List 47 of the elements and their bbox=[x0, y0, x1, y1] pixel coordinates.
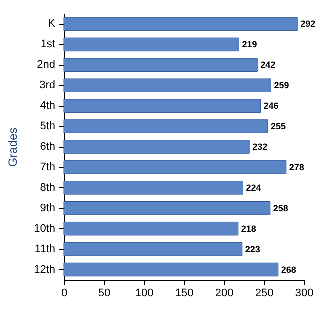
bar bbox=[64, 181, 244, 195]
x-tick-label: 100 bbox=[135, 288, 154, 300]
bar bbox=[64, 242, 243, 256]
y-tick-label: 2nd bbox=[37, 59, 56, 72]
y-tick-label: 1st bbox=[40, 38, 56, 51]
data-label: 268 bbox=[281, 264, 296, 275]
bar bbox=[64, 78, 272, 92]
y-tick-label: 11th bbox=[34, 243, 56, 256]
y-tick-label: 8th bbox=[40, 182, 56, 194]
y-tick-label: 4th bbox=[40, 100, 56, 112]
data-label: 259 bbox=[274, 80, 290, 91]
x-tick-label: 250 bbox=[255, 288, 274, 300]
y-tick-label: 10th bbox=[34, 222, 56, 235]
y-tick-label: K bbox=[48, 18, 56, 30]
bar bbox=[64, 99, 262, 113]
x-tick-label: 200 bbox=[215, 288, 234, 300]
x-tick-label: 300 bbox=[295, 288, 314, 300]
data-label: 219 bbox=[242, 40, 258, 50]
bar bbox=[64, 120, 268, 134]
y-tick-label: 3rd bbox=[40, 80, 56, 92]
x-tick-label: 150 bbox=[175, 288, 194, 300]
data-label: 278 bbox=[289, 162, 304, 172]
data-label: 218 bbox=[241, 224, 256, 234]
y-axis-title: Grades bbox=[6, 128, 20, 168]
data-label: 232 bbox=[252, 142, 268, 152]
bar bbox=[64, 17, 298, 32]
data-label: 224 bbox=[246, 182, 262, 193]
y-tick-label: 6th bbox=[40, 141, 56, 153]
data-label: 242 bbox=[260, 60, 276, 70]
bar bbox=[64, 222, 239, 236]
y-tick-label: 7th bbox=[40, 161, 56, 174]
data-label: 246 bbox=[264, 101, 279, 112]
y-tick-label: 12th bbox=[34, 264, 56, 276]
x-tick-label: 0 bbox=[61, 288, 68, 300]
y-tick-label: 9th bbox=[40, 202, 56, 214]
y-tick-label: 5th bbox=[40, 120, 56, 133]
bar bbox=[64, 202, 271, 216]
bar bbox=[64, 38, 240, 52]
data-label: 223 bbox=[245, 244, 260, 254]
x-tick-label: 50 bbox=[98, 288, 111, 300]
bar bbox=[64, 140, 250, 154]
data-label: 258 bbox=[273, 203, 288, 214]
bar bbox=[64, 160, 287, 174]
data-label: 292 bbox=[300, 19, 316, 30]
bar bbox=[64, 58, 258, 72]
bar bbox=[64, 262, 279, 277]
data-label: 255 bbox=[271, 122, 286, 132]
